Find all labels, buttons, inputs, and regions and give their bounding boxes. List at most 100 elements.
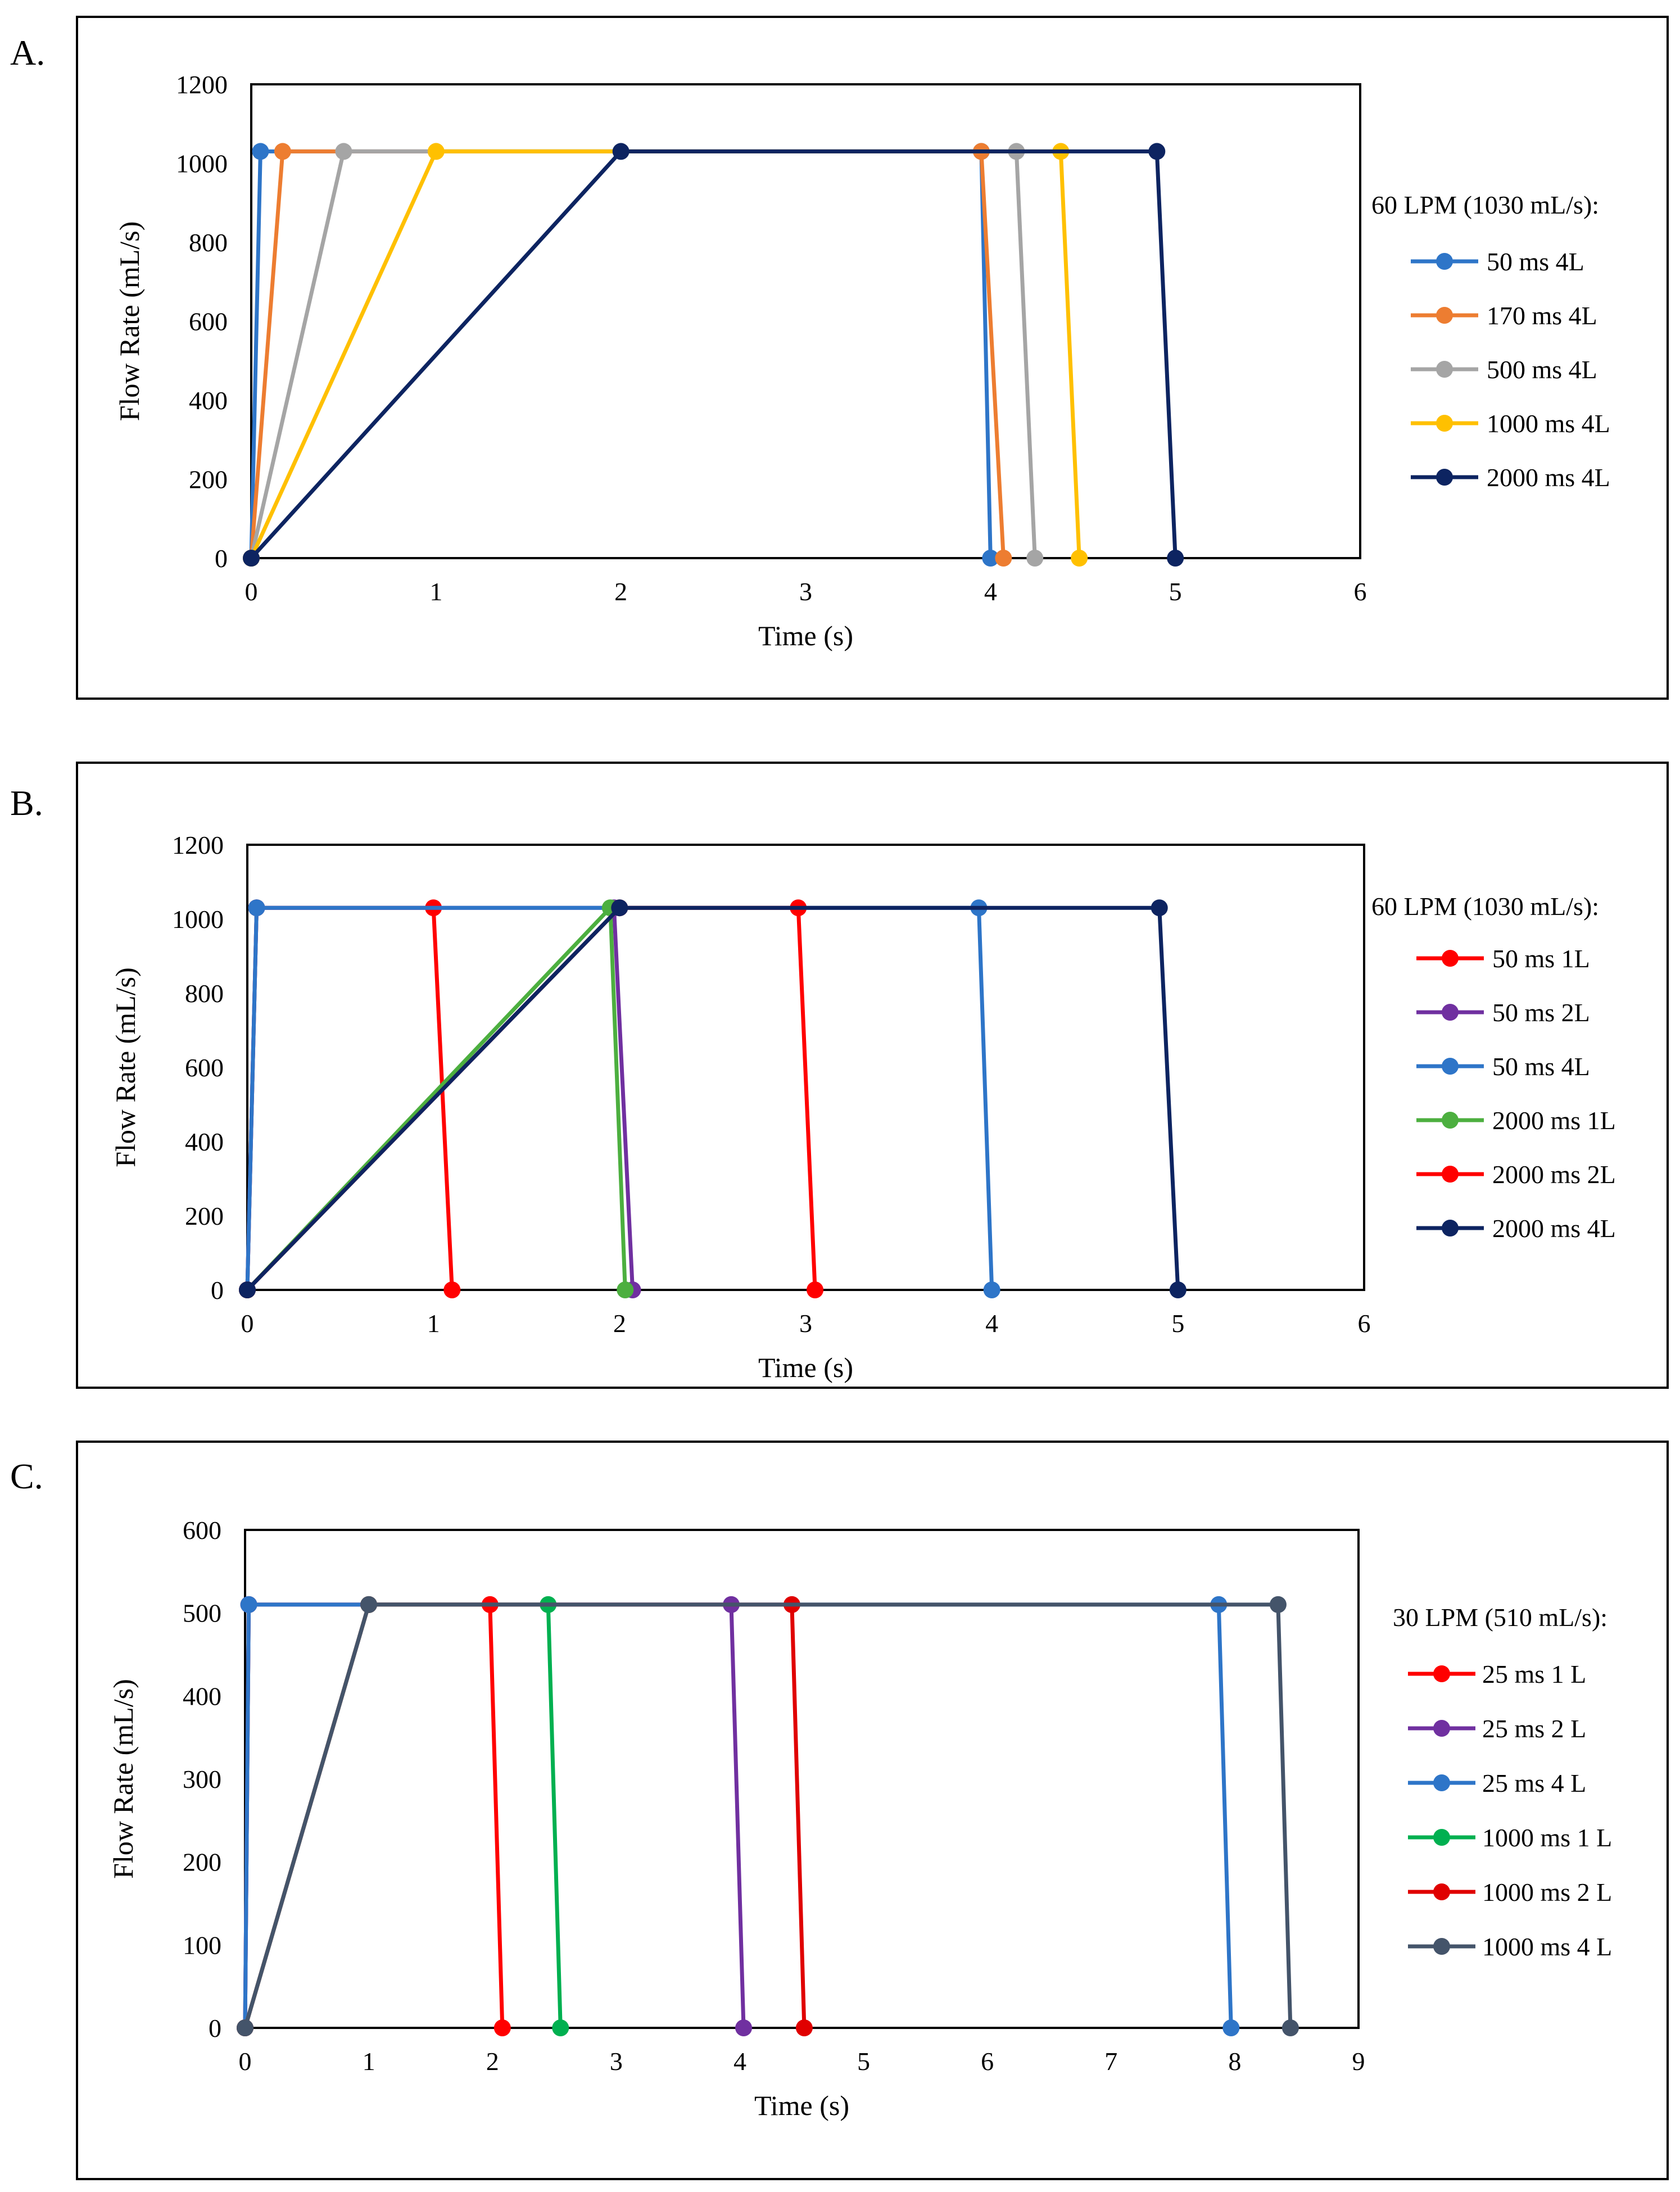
data-point [1269, 1596, 1287, 1613]
legend-swatch-marker [1442, 950, 1459, 967]
y-tick-label: 500 [183, 1599, 221, 1628]
data-point [1071, 550, 1088, 567]
y-tick-label: 1200 [176, 70, 228, 99]
y-tick-label: 0 [215, 544, 228, 573]
series-line-1 [243, 1602, 505, 2028]
legend-swatch-marker [1442, 1004, 1459, 1021]
x-tick-label: 6 [1358, 1309, 1371, 1338]
x-tick-label: 5 [1171, 1309, 1184, 1338]
legend-title: 60 LPM (1030 mL/s): [1371, 191, 1599, 219]
series-line-6 [246, 905, 1180, 1292]
legend-entry: 170 ms 4L [1487, 301, 1597, 330]
y-axis-title: Flow Rate (mL/s) [114, 221, 145, 422]
x-tick-label: 0 [241, 1309, 254, 1338]
data-point [443, 1281, 461, 1298]
series-line-2 [249, 149, 1006, 559]
series-line-5 [246, 905, 817, 1292]
data-point [274, 143, 291, 160]
y-tick-label: 100 [183, 1931, 221, 1959]
plot-area [246, 844, 1365, 1291]
data-point [1222, 2019, 1240, 2036]
legend-entry: 1000 ms 2 L [1482, 1878, 1612, 1906]
legend-entry: 1000 ms 4L [1487, 409, 1610, 438]
legend-swatch-marker [1442, 1166, 1459, 1183]
legend-entry: 2000 ms 4L [1487, 463, 1610, 492]
legend-entry: 25 ms 1 L [1482, 1660, 1586, 1688]
legend-swatch-marker [1442, 1112, 1459, 1129]
plot-area [250, 83, 1361, 559]
legend-swatch-marker [1436, 361, 1453, 378]
data-point [360, 1596, 378, 1613]
data-point [239, 1281, 256, 1298]
panel-a-frame [76, 16, 1669, 700]
x-tick-label: 6 [1354, 577, 1367, 606]
legend-entry: 50 ms 4L [1487, 247, 1584, 276]
x-tick-label: 5 [1169, 577, 1182, 606]
legend-entry: 50 ms 4L [1492, 1052, 1590, 1081]
data-point [983, 1281, 1000, 1298]
legend-swatch-marker [1436, 307, 1453, 324]
x-tick-label: 3 [610, 2047, 623, 2076]
data-point [243, 550, 260, 567]
x-tick-label: 3 [799, 1309, 812, 1338]
y-tick-label: 1000 [172, 905, 224, 934]
data-point [335, 143, 352, 160]
legend-title: 60 LPM (1030 mL/s): [1371, 892, 1599, 921]
data-point [240, 1596, 257, 1613]
x-tick-label: 4 [984, 577, 997, 606]
x-tick-label: 3 [799, 577, 812, 606]
legend-swatch-marker [1436, 415, 1453, 432]
x-tick-label: 0 [239, 2047, 252, 2076]
data-point [1281, 2019, 1299, 2036]
y-tick-label: 600 [183, 1516, 221, 1545]
panel-b-frame [76, 762, 1669, 1389]
legend-entry: 2000 ms 1L [1492, 1106, 1616, 1135]
data-point [1148, 143, 1166, 160]
legend-swatch-marker [1433, 1883, 1450, 1900]
x-axis-title: Time (s) [758, 620, 853, 651]
legend-entry: 25 ms 2 L [1482, 1714, 1586, 1743]
y-tick-label: 1200 [172, 831, 224, 859]
y-tick-label: 400 [185, 1127, 224, 1156]
legend-swatch-marker [1433, 1720, 1450, 1737]
x-tick-label: 1 [427, 1309, 440, 1338]
y-tick-label: 0 [211, 1276, 224, 1305]
legend-swatch-marker [1442, 1058, 1459, 1075]
legend-entry: 2000 ms 2L [1492, 1160, 1616, 1189]
y-tick-label: 800 [189, 228, 228, 257]
data-point [612, 143, 630, 160]
data-point [237, 2019, 253, 2036]
chart-panel-b: 0 1 2 3 4 5 6 0 200 400 600 800 1000 1200 Time (s) Flow… [110, 831, 1616, 1383]
legend-swatch-marker [1436, 253, 1453, 270]
x-axis-title: Time (s) [754, 2090, 849, 2121]
chart-panel-a: 0 1 2 3 4 5 6 0 200 400 600 800 1000 1200 Time (s) Flow… [114, 70, 1610, 651]
data-point [1151, 899, 1168, 917]
panel-a-label: A. [10, 33, 45, 73]
legend-swatch-marker [1442, 1220, 1459, 1237]
y-tick-label: 200 [183, 1848, 221, 1877]
series-line-5 [250, 149, 1178, 560]
x-tick-label: 2 [613, 1309, 626, 1338]
data-point [795, 2019, 813, 2036]
y-tick-label: 400 [189, 386, 228, 415]
data-point [1026, 550, 1044, 567]
legend-swatch-marker [1436, 469, 1453, 486]
data-point [1169, 1281, 1187, 1298]
x-tick-label: 1 [363, 2047, 375, 2076]
legend-title: 30 LPM (510 mL/s): [1393, 1603, 1607, 1632]
data-point [735, 2019, 753, 2036]
data-point [427, 143, 445, 160]
data-point [248, 899, 265, 917]
panel-c-frame [76, 1441, 1669, 2180]
y-tick-label: 800 [185, 979, 224, 1008]
x-tick-label: 5 [857, 2047, 870, 2076]
legend-entry: 1000 ms 4 L [1482, 1932, 1612, 1961]
data-point [552, 2019, 569, 2036]
series-line-4 [249, 149, 1081, 559]
x-tick-label: 2 [614, 577, 627, 606]
legend-entry: 25 ms 4 L [1482, 1769, 1586, 1797]
y-tick-label: 600 [189, 307, 228, 336]
x-tick-label: 4 [733, 2047, 746, 2076]
x-tick-label: 1 [429, 577, 442, 606]
